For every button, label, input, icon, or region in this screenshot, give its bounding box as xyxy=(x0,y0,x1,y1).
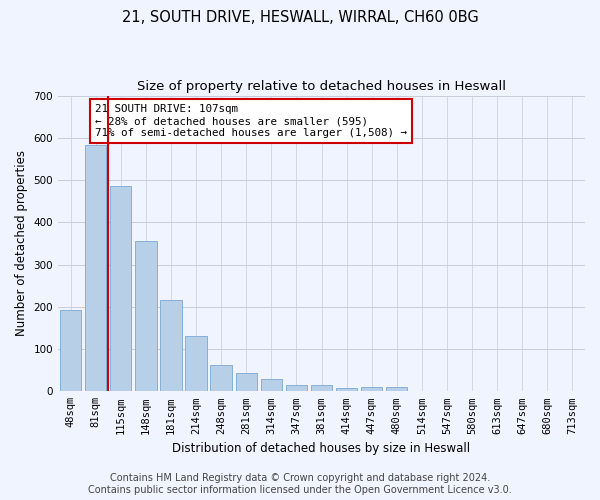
Text: 21 SOUTH DRIVE: 107sqm
← 28% of detached houses are smaller (595)
71% of semi-de: 21 SOUTH DRIVE: 107sqm ← 28% of detached… xyxy=(95,104,407,138)
Bar xyxy=(386,387,407,392)
Title: Size of property relative to detached houses in Heswall: Size of property relative to detached ho… xyxy=(137,80,506,93)
Bar xyxy=(211,364,232,392)
Bar xyxy=(286,385,307,392)
Y-axis label: Number of detached properties: Number of detached properties xyxy=(15,150,28,336)
Bar xyxy=(260,378,282,392)
Bar xyxy=(185,336,207,392)
Bar xyxy=(160,300,182,392)
Text: 21, SOUTH DRIVE, HESWALL, WIRRAL, CH60 0BG: 21, SOUTH DRIVE, HESWALL, WIRRAL, CH60 0… xyxy=(122,10,478,25)
Text: Contains HM Land Registry data © Crown copyright and database right 2024.
Contai: Contains HM Land Registry data © Crown c… xyxy=(88,474,512,495)
Bar xyxy=(85,146,106,392)
Bar xyxy=(110,186,131,392)
Bar xyxy=(135,242,157,392)
Bar xyxy=(311,385,332,392)
Bar xyxy=(336,388,357,392)
X-axis label: Distribution of detached houses by size in Heswall: Distribution of detached houses by size … xyxy=(172,442,470,455)
Bar xyxy=(60,310,81,392)
Bar xyxy=(361,387,382,392)
Bar xyxy=(236,372,257,392)
